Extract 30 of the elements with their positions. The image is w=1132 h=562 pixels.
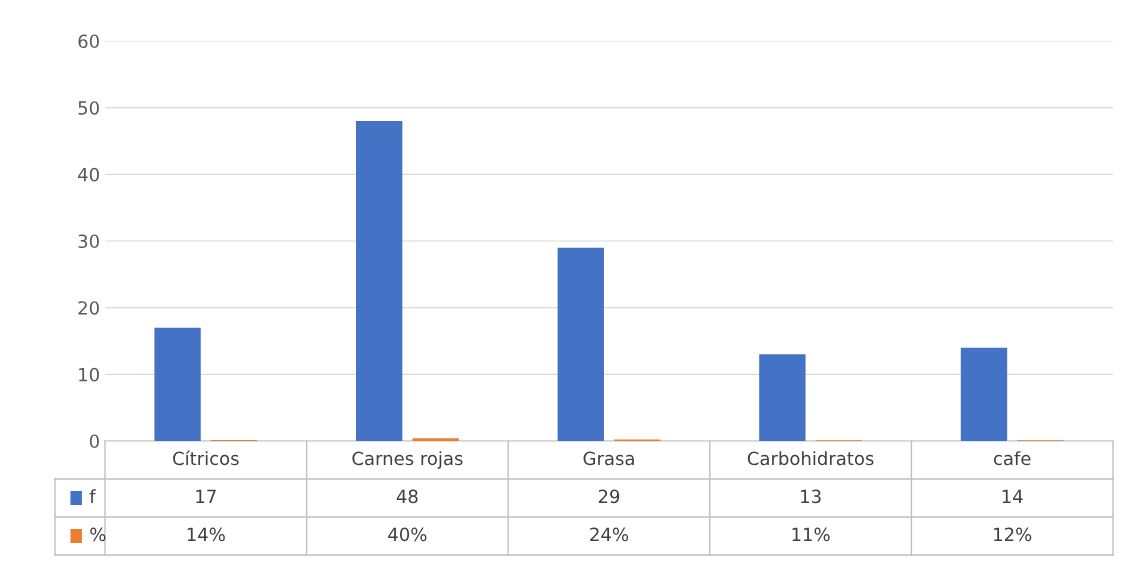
data-label: 12% <box>994 527 1032 542</box>
data-label: 24% <box>590 527 629 542</box>
data-label: 14% <box>187 527 225 542</box>
data-label: 40% <box>388 527 427 542</box>
x-tick-label: cafe <box>993 451 1031 466</box>
legend-label: f <box>89 489 96 503</box>
legend-label: % <box>90 527 106 542</box>
x-tick-label: Grasa <box>583 451 634 466</box>
y-tick-label: 30 <box>78 234 99 249</box>
y-tick-label: 50 <box>78 101 99 115</box>
y-tick-label: 60 <box>78 34 99 49</box>
data-label: 48 <box>396 489 418 504</box>
x-tick-label: Carnes rojas <box>352 451 463 469</box>
bar <box>412 438 459 441</box>
data-label: 11% <box>792 527 830 542</box>
y-tick-label: 20 <box>78 301 99 315</box>
y-tick-label: 10 <box>79 367 99 382</box>
data-label: 14 <box>1002 489 1023 503</box>
bar <box>355 121 403 441</box>
data-label: 29 <box>598 489 620 504</box>
x-tick-label: Carbohidratos <box>747 451 874 466</box>
bar <box>154 327 201 441</box>
y-tick-label: 40 <box>78 167 99 182</box>
bar <box>557 247 604 441</box>
data-label: 13 <box>801 489 821 504</box>
y-tick-label: 0 <box>89 434 99 449</box>
x-tick-label: Cítricos <box>173 450 239 466</box>
bar <box>960 347 1008 441</box>
data-label: 17 <box>196 489 216 503</box>
bar <box>759 354 806 441</box>
